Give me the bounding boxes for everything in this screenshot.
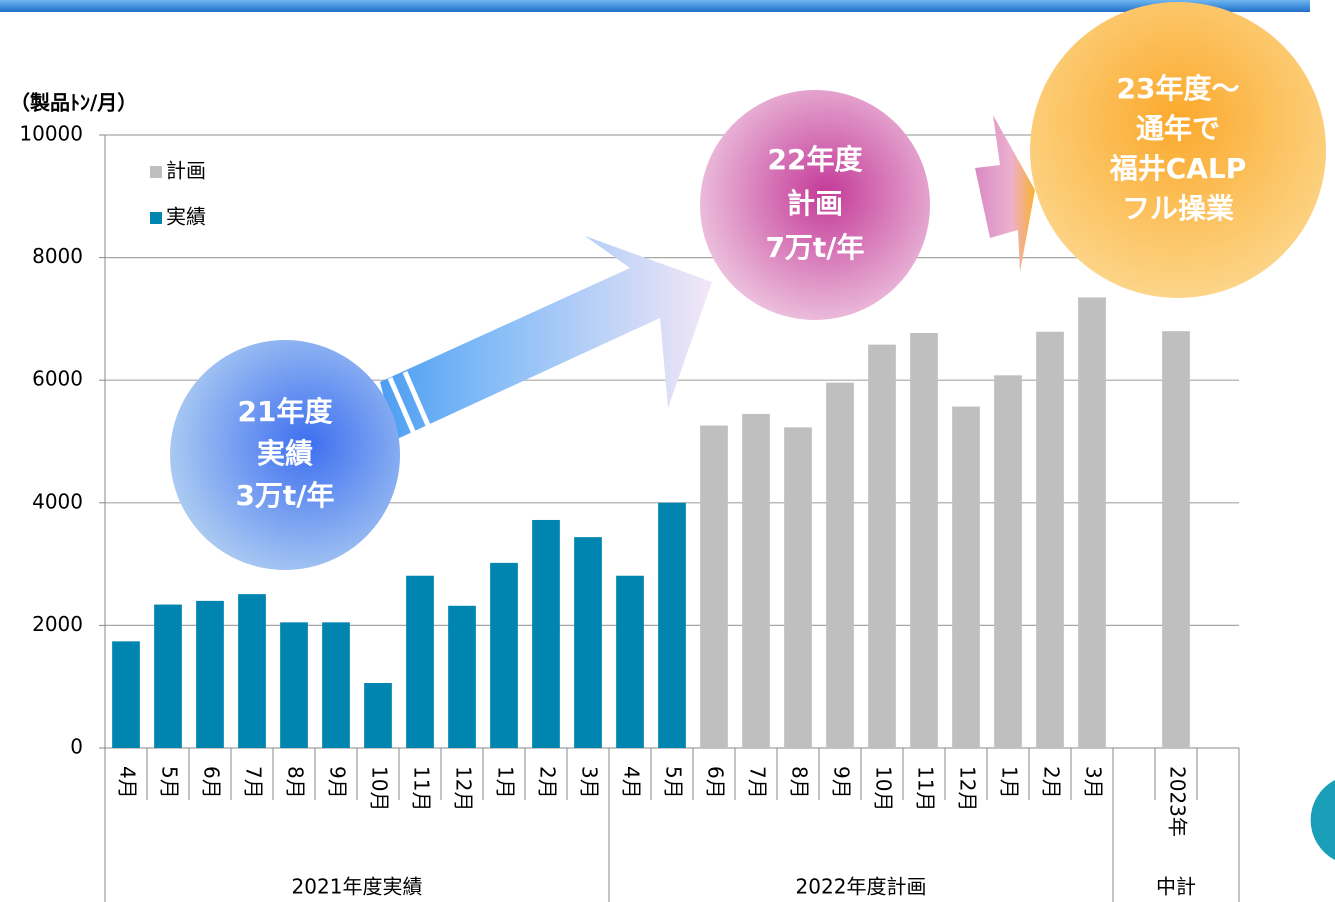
- x-tick-label: 7月: [242, 766, 266, 799]
- logo: [1311, 780, 1335, 860]
- x-tick-label: 8月: [788, 766, 812, 799]
- bar: [154, 605, 182, 748]
- y-tick-label: 4000: [32, 489, 83, 513]
- x-tick-label: 9月: [830, 766, 854, 799]
- x-tick-label: 12月: [452, 766, 476, 811]
- legend-label: 実績: [166, 205, 206, 229]
- annotation-line: 福井CALP: [1109, 152, 1247, 185]
- y-tick-label: 10000: [19, 122, 83, 146]
- annotation-line: 23年度～: [1117, 72, 1240, 105]
- x-tick-label: 6月: [704, 766, 728, 799]
- bar: [952, 407, 980, 748]
- annotation-line: 22年度: [768, 143, 863, 176]
- x-tick-label: 8月: [284, 766, 308, 799]
- x-tick-label: 1月: [494, 766, 518, 799]
- header-bar: [0, 0, 1310, 12]
- x-tick-label: 9月: [326, 766, 350, 799]
- bar: [1036, 332, 1064, 748]
- bar: [448, 606, 476, 748]
- y-tick-label: 0: [70, 735, 83, 759]
- annotation-line: 3万t/年: [235, 479, 334, 512]
- x-tick-label: 2023年: [1166, 766, 1190, 837]
- y-axis-label: （製品ﾄﾝ/月）: [10, 91, 137, 115]
- x-tick-label: 4月: [116, 766, 140, 799]
- x-tick-label: 12月: [956, 766, 980, 811]
- x-tick-label: 2月: [1040, 766, 1064, 799]
- x-tick-label: 11月: [410, 766, 434, 811]
- bar: [994, 375, 1022, 748]
- group-label: 中計: [1156, 875, 1196, 899]
- bar: [196, 601, 224, 748]
- x-tick-label: 2月: [536, 766, 560, 799]
- bubble: [1030, 2, 1326, 298]
- x-tick-label: 5月: [158, 766, 182, 799]
- legend-label: 計画: [166, 159, 206, 183]
- x-tick-label: 6月: [200, 766, 224, 799]
- y-tick-label: 2000: [32, 612, 83, 636]
- bar: [1078, 297, 1106, 748]
- bar: [574, 537, 602, 748]
- y-tick-label: 6000: [32, 367, 83, 391]
- chart: 0 2000 4000 6000 8000 10000 2021年度実績 2022年度計画 中計…: [0, 0, 1335, 902]
- bar: [658, 503, 686, 748]
- annotation-line: 計画: [787, 187, 843, 220]
- bar: [364, 683, 392, 748]
- x-tick-label: 11月: [914, 766, 938, 811]
- bar: [238, 594, 266, 748]
- bar: [1162, 331, 1190, 748]
- arrow: [380, 236, 712, 440]
- bar: [910, 333, 938, 748]
- x-tick-label: 3月: [1082, 766, 1106, 799]
- annotation-line: 7万t/年: [765, 231, 864, 264]
- annotation-line: 通年で: [1136, 112, 1220, 145]
- bar: [868, 345, 896, 748]
- bar: [322, 622, 350, 748]
- x-tick-label: 3月: [578, 766, 602, 799]
- group-label: 2021年度実績: [292, 875, 423, 899]
- bar: [406, 576, 434, 748]
- bar: [784, 427, 812, 748]
- bar: [826, 383, 854, 748]
- x-tick-label: 10月: [368, 766, 392, 811]
- bar: [112, 641, 140, 748]
- bar: [742, 414, 770, 748]
- bar: [700, 426, 728, 748]
- bar: [280, 622, 308, 748]
- legend-swatch: [150, 166, 162, 178]
- x-tick-label: 4月: [620, 766, 644, 799]
- x-tick-label: 7月: [746, 766, 770, 799]
- y-tick-label: 8000: [32, 244, 83, 268]
- x-tick-label: 10月: [872, 766, 896, 811]
- annotation-line: 21年度: [238, 395, 333, 428]
- bar: [616, 576, 644, 748]
- annotation-line: フル操業: [1122, 192, 1234, 225]
- x-tick-label: 1月: [998, 766, 1022, 799]
- bar: [532, 520, 560, 748]
- x-tick-label: 5月: [662, 766, 686, 799]
- group-label: 2022年度計画: [796, 875, 927, 899]
- page: {"chart_data": {"type": "bar", "y_label"…: [0, 0, 1335, 902]
- arrow: [975, 115, 1035, 272]
- bar: [490, 563, 518, 748]
- legend-swatch: [150, 212, 162, 224]
- annotation-line: 実績: [257, 437, 313, 470]
